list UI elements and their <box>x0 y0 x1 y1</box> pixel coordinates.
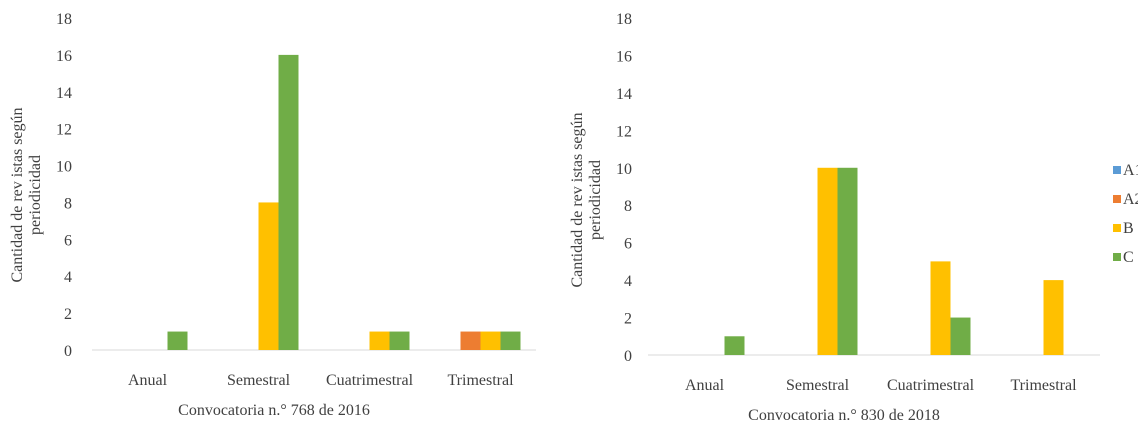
y-axis-title: periodicidad <box>587 160 604 240</box>
y-tick-label: 4 <box>624 273 632 290</box>
y-tick-label: 6 <box>624 236 632 253</box>
y-tick-label: 0 <box>624 348 632 365</box>
bar-c-cuatrimestral <box>950 317 971 355</box>
y-axis-title: Cantidad de rev istas según <box>569 112 586 287</box>
y-tick-label: 10 <box>56 159 72 176</box>
x-tick-label: Semestral <box>786 377 850 394</box>
x-tick-label: Semestral <box>227 372 291 389</box>
x-tick-label: Anual <box>128 372 168 389</box>
y-tick-label: 10 <box>616 161 632 178</box>
y-tick-label: 6 <box>64 232 72 249</box>
y-tick-label: 8 <box>624 198 632 215</box>
x-tick-label: Anual <box>685 377 725 394</box>
chart-panel-2018: 0 2 4 6 8 10 12 14 16 18 Anual Semestral Cuatrimestr… <box>569 11 1100 424</box>
legend-label-a1: A1 <box>1123 162 1138 179</box>
bar-b-cuatrimestral <box>369 331 390 350</box>
legend-label-a2: A2 <box>1123 191 1138 208</box>
y-tick-label: 14 <box>56 85 72 102</box>
y-tick-label: 16 <box>616 48 632 65</box>
bar-c-anual <box>167 331 188 350</box>
bar-b-trimestral <box>480 331 501 350</box>
y-tick-label: 4 <box>64 269 72 286</box>
legend-swatch-a2 <box>1113 195 1121 203</box>
bar-b-trimestral <box>1043 280 1064 355</box>
x-tick-label: Cuatrimestral <box>326 372 414 389</box>
bar-c-semestral <box>837 167 858 355</box>
x-tick-label: Cuatrimestral <box>887 377 975 394</box>
y-tick-label: 18 <box>616 11 632 28</box>
y-tick-label: 8 <box>64 195 72 212</box>
x-tick-label: Trimestral <box>447 372 514 389</box>
x-tick-label: Trimestral <box>1010 377 1077 394</box>
legend-label-c: C <box>1123 249 1134 266</box>
y-tick-label: 0 <box>64 343 72 360</box>
y-tick-label: 12 <box>616 123 632 140</box>
legend-swatch-a1 <box>1113 166 1121 174</box>
y-tick-label: 18 <box>56 11 72 28</box>
bar-c-trimestral <box>500 331 521 350</box>
bar-c-cuatrimestral <box>389 331 410 350</box>
bar-a2-trimestral <box>460 331 481 350</box>
legend-swatch-c <box>1113 253 1121 261</box>
y-axis-title: periodicidad <box>27 155 44 235</box>
y-tick-label: 16 <box>56 48 72 65</box>
bar-b-semestral <box>817 167 838 355</box>
x-axis-title: Convocatoria n.° 768 de 2016 <box>178 402 370 419</box>
legend: A1 A2 BC <box>1113 162 1138 266</box>
bar-b-semestral <box>258 202 279 350</box>
chart-panel-2016: 0 2 4 6 8 10 12 14 16 18 Anual Semestral Cuatrimestr… <box>9 11 536 419</box>
y-tick-label: 12 <box>56 122 72 139</box>
bar-b-cuatrimestral <box>930 261 951 355</box>
y-tick-label: 14 <box>616 86 632 103</box>
y-tick-label: 2 <box>64 306 72 323</box>
y-axis-title: Cantidad de rev istas según <box>9 107 26 282</box>
bar-c-anual <box>724 336 745 355</box>
x-axis-title: Convocatoria n.° 830 de 2018 <box>748 407 940 424</box>
legend-swatch-b <box>1113 224 1121 232</box>
bar-c-semestral <box>278 54 299 351</box>
y-tick-label: 2 <box>624 311 632 328</box>
legend-label-b: B <box>1123 220 1134 237</box>
